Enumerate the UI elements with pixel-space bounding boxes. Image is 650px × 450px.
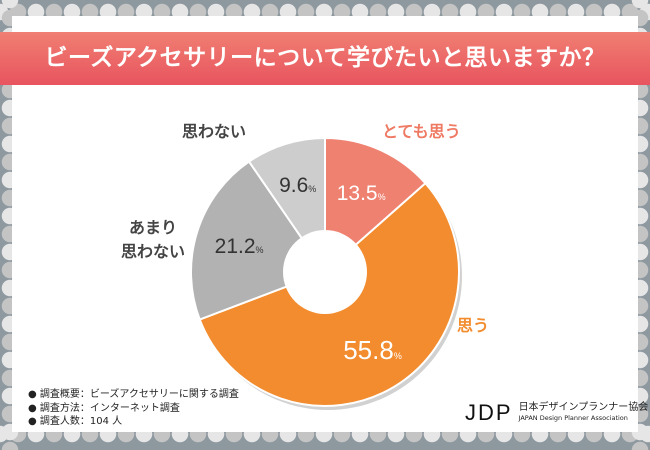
note-line: ● 調査方法：インターネット調査	[28, 402, 180, 414]
logo-name-en: JAPAN Design Planner Association	[518, 414, 628, 422]
donut-hole	[283, 230, 367, 314]
survey-notes: ● 調査概要：ビーズアクセサリーに関する調査 ● 調査方法：インターネット調査 …	[28, 388, 239, 429]
category-label: 思わない	[182, 122, 247, 141]
data-label: 9.6%	[279, 174, 316, 197]
category-label: とても思う	[382, 122, 461, 141]
category-label-text: あまり 思わない	[121, 218, 186, 261]
note-line: ● 調査人数：104 人	[28, 416, 123, 427]
logo-name: 日本デザインプランナー協会	[518, 402, 649, 413]
category-label: あまり 思わない	[118, 216, 188, 264]
category-label: 思う	[457, 316, 490, 335]
data-label: 21.2%	[215, 235, 264, 258]
data-label: 55.8%	[343, 335, 402, 365]
chart-title: ビーズアクセサリーについて学びたいと思いますか？	[0, 32, 650, 85]
data-label: 13.5%	[337, 182, 386, 205]
logo-mark: JDP	[465, 400, 513, 425]
jdp-logo: JDP 日本デザインプランナー協会 JAPAN Design Planner As…	[465, 400, 648, 426]
note-line: ● 調査概要：ビーズアクセサリーに関する調査	[28, 389, 239, 400]
